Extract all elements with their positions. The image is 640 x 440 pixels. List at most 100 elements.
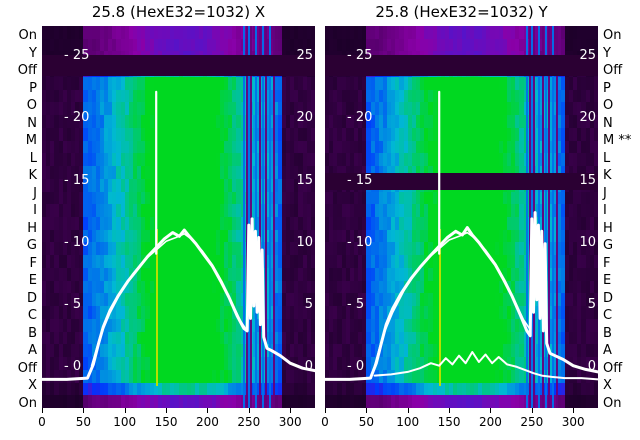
left-category-K: K <box>28 168 37 184</box>
left-category-N: N <box>27 115 37 131</box>
trace-secondary-profile <box>373 231 531 367</box>
panel-y[interactable]: - 0 - 5 - 10 - 15 - 20 - 25 0 5 10 15 20 25 <box>325 26 598 408</box>
right-category-B: B <box>603 325 612 341</box>
x-tick-mark-50 <box>83 408 85 413</box>
right-category-D: D <box>603 290 614 306</box>
right-category-On: On <box>603 28 622 43</box>
y-tick-10: - 10 <box>64 234 90 250</box>
left-category-E: E <box>28 273 37 289</box>
panel-y-title: 25.8 (HexE32=1032) Y <box>375 3 548 21</box>
y-tick-right-15: 15 <box>296 172 313 188</box>
right-category-G: G <box>603 238 614 254</box>
left-category-G: G <box>26 238 37 254</box>
left-category-On: On <box>18 28 37 43</box>
y-tick-right-25: 25 <box>296 48 313 64</box>
x-tick-mark-150 <box>166 408 168 413</box>
left-category-A: A <box>28 343 37 359</box>
left-category-F: F <box>29 255 37 271</box>
x-tick-label-300: 300 <box>278 415 302 429</box>
panel-x-title: 25.8 (HexE32=1032) X <box>91 3 266 21</box>
x-axis-panel-x: 0 50 100 150 200 250 300 <box>38 408 315 440</box>
y-tick-right-20: 20 <box>296 110 313 126</box>
right-category-O: O <box>603 98 614 114</box>
right-category-E: E <box>603 273 612 289</box>
x-axis-panel-y: 0 50 100 150 200 250 300 <box>321 408 598 440</box>
x-tick-label-150: 150 <box>437 415 461 429</box>
right-category-L: L <box>603 150 611 166</box>
x-tick-label-0: 0 <box>38 415 46 429</box>
right-category-Y: Y <box>603 45 611 61</box>
x-tick-label-200: 200 <box>196 415 219 429</box>
y-tick-25: - 25 <box>347 48 373 64</box>
right-category-I: I <box>603 203 607 219</box>
right-category-P: P <box>603 80 611 96</box>
right-category-M: M ** <box>603 133 632 149</box>
y-tick-15: - 15 <box>347 172 373 188</box>
left-category-J: J <box>33 185 37 201</box>
x-tick-label-100: 100 <box>113 415 137 429</box>
x-tick-mark-50 <box>366 408 368 413</box>
y-tick-15: - 15 <box>64 172 90 188</box>
left-category-P: P <box>29 80 37 96</box>
right-category-A: A <box>603 343 612 359</box>
y-tick-20: - 20 <box>64 110 90 126</box>
x-tick-label-250: 250 <box>520 415 544 429</box>
right-category-X: X <box>603 378 612 394</box>
y-tick-right-25: 25 <box>579 48 596 64</box>
right-category-On: On <box>603 396 622 411</box>
left-category-On: On <box>18 396 37 411</box>
y-tick-0: - 0 <box>64 359 82 375</box>
x-tick-mark-300 <box>573 408 575 413</box>
y-tick-right-5: 5 <box>587 296 596 312</box>
panel-x[interactable]: - 0 - 5 - 10 - 15 - 20 - 25 0 5 10 15 20 25 <box>42 26 315 408</box>
right-category-J: J <box>603 185 607 201</box>
y-tick-5: - 5 <box>64 296 82 312</box>
left-category-C: C <box>27 308 37 324</box>
trace-overlay-x <box>42 90 315 381</box>
x-tick-mark-100 <box>407 408 409 413</box>
y-tick-5: - 5 <box>347 296 365 312</box>
trace-secondary-profile <box>90 233 248 367</box>
y-tick-25: - 25 <box>64 48 90 64</box>
x-tick-label-100: 100 <box>396 415 420 429</box>
x-tick-label-150: 150 <box>154 415 178 429</box>
right-category-H: H <box>603 220 613 236</box>
x-tick-label-250: 250 <box>237 415 261 429</box>
x-tick-label-0: 0 <box>321 415 329 429</box>
left-category-O: O <box>26 98 37 114</box>
right-category-Off: Off <box>603 63 623 79</box>
x-tick-label-200: 200 <box>479 415 502 429</box>
x-tick-mark-100 <box>124 408 126 413</box>
left-category-H: H <box>27 220 37 236</box>
y-tick-right-20: 20 <box>579 110 596 126</box>
x-tick-mark-150 <box>449 408 451 413</box>
x-tick-mark-250 <box>248 408 250 413</box>
y-tick-0: - 0 <box>347 359 365 375</box>
right-category-N: N <box>603 115 613 131</box>
y-tick-20: - 20 <box>347 110 373 126</box>
y-tick-right-0: 0 <box>587 359 596 375</box>
y-tick-right-10: 10 <box>296 234 313 250</box>
y-tick-10: - 10 <box>347 234 373 250</box>
y-tick-right-15: 15 <box>579 172 596 188</box>
trace-oscillating-baseline <box>373 351 598 381</box>
right-category-K: K <box>603 168 612 184</box>
y-tick-right-0: 0 <box>304 359 313 375</box>
right-category-axis: On Y Off P O N M ** L K J I H G F E D C B A Off X On <box>600 26 640 411</box>
trace-overlay-y <box>325 90 598 381</box>
left-category-X: X <box>28 378 37 394</box>
right-category-C: C <box>603 308 613 324</box>
x-tick-label-300: 300 <box>561 415 585 429</box>
x-tick-mark-200 <box>490 408 492 413</box>
right-category-F: F <box>603 255 611 271</box>
left-category-B: B <box>28 325 37 341</box>
x-tick-label-50: 50 <box>358 415 374 429</box>
x-tick-mark-0 <box>325 408 326 413</box>
y-tick-right-10: 10 <box>579 234 596 250</box>
x-tick-mark-250 <box>531 408 533 413</box>
x-tick-mark-200 <box>207 408 209 413</box>
x-tick-label-50: 50 <box>75 415 91 429</box>
left-category-M: M <box>25 133 37 149</box>
